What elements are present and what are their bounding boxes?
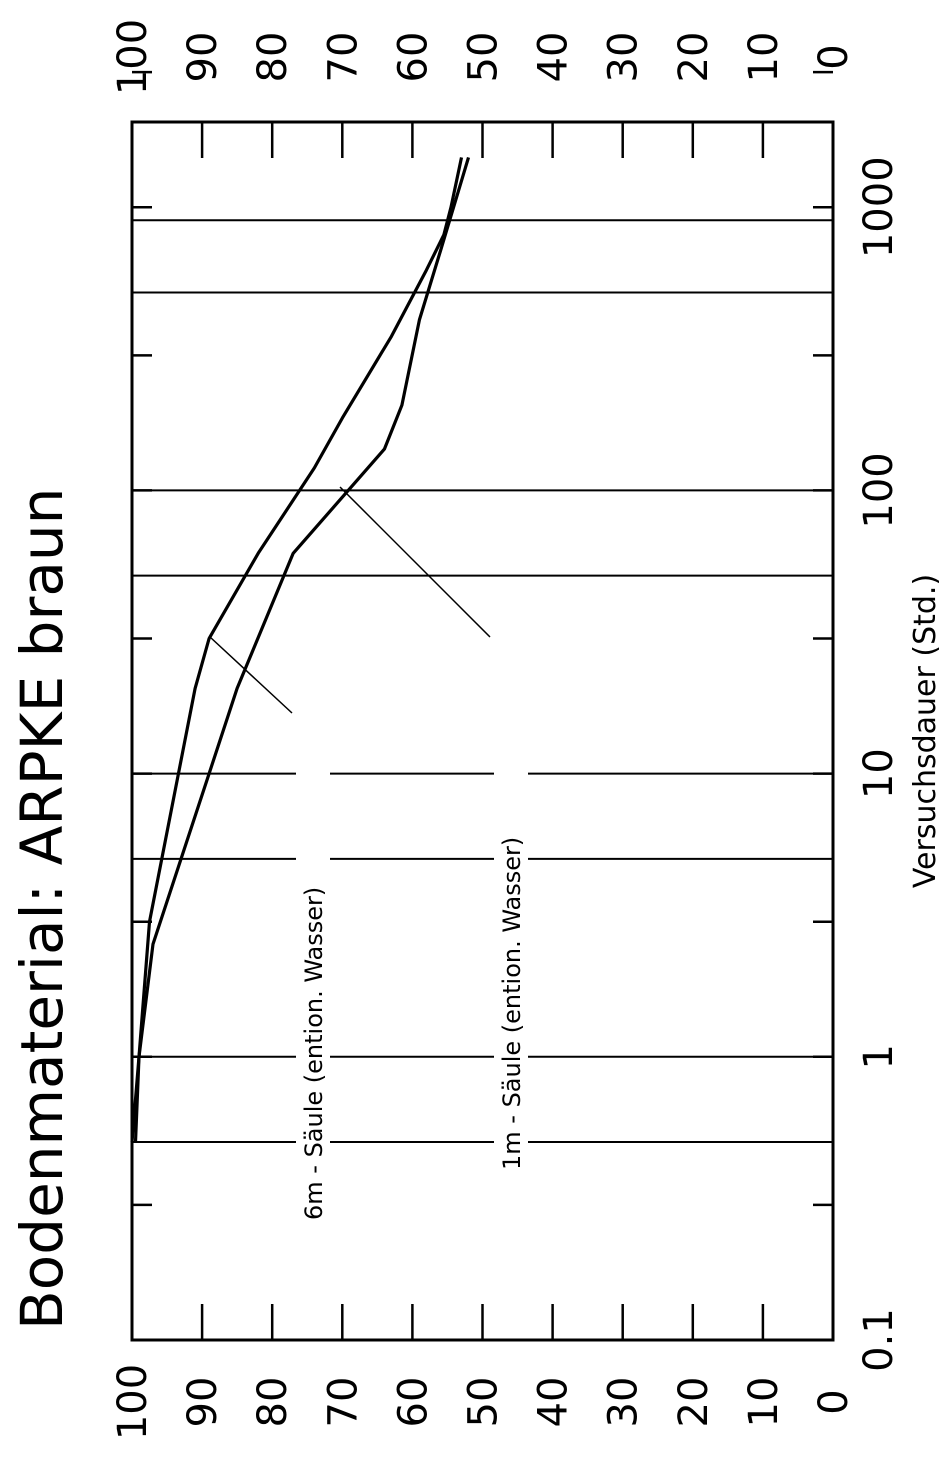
- x-tick-label: 10: [856, 748, 902, 799]
- y-tick-label-bottom: 60: [390, 1377, 436, 1428]
- y-tick-label-bottom: 20: [671, 1377, 717, 1428]
- y-tick-label-top: 20: [671, 32, 717, 83]
- series-lines: [130, 156, 471, 1143]
- y-tick-label-bottom: 40: [531, 1377, 577, 1428]
- axis-ticks: [130, 70, 835, 1342]
- annotation-leader-2: [339, 486, 491, 638]
- annotations: 6m - Säule (ention. Wasser) 1m - Säule (e…: [209, 486, 528, 1230]
- annotation-backdrop-2: [494, 715, 528, 1180]
- x-tick-label: 0.1: [856, 1308, 902, 1372]
- y-tick-label-top: 40: [531, 32, 577, 83]
- y-tick-label-top: 50: [461, 32, 507, 83]
- series-line-2: [130, 156, 471, 1143]
- annotation-label-1: 6m - Säule (ention. Wasser): [300, 887, 328, 1220]
- annotation-backdrop-1: [296, 715, 330, 1230]
- y-tick-label-top: 80: [250, 32, 296, 83]
- y-tick-label-top: 10: [741, 32, 787, 83]
- y-tick-label-bottom: 0: [811, 1389, 857, 1414]
- y-tick-label-bottom: 100: [110, 1364, 156, 1440]
- chart-title: Bodenmaterial: ARPKE braun: [8, 488, 76, 1330]
- y-tick-label-bottom: 10: [741, 1377, 787, 1428]
- y-tick-label-top: 60: [390, 32, 436, 83]
- y-tick-label-bottom: 70: [320, 1377, 366, 1428]
- annotation-leader-1: [209, 636, 293, 714]
- y-tick-label-bottom: 90: [180, 1377, 226, 1428]
- y-tick-label-bottom: 80: [250, 1377, 296, 1428]
- plot-frame: [130, 120, 835, 1342]
- x-tick-label: 1: [856, 1044, 902, 1069]
- y-tick-label-bottom: 30: [601, 1377, 647, 1428]
- x-tick-label: 100: [856, 452, 902, 528]
- y-tick-label-top: 90: [180, 32, 226, 83]
- y-tick-label-top: 70: [320, 32, 366, 83]
- reference-lines: [132, 219, 833, 1144]
- x-tick-label: 1000: [856, 156, 902, 258]
- y-tick-label-top: 0: [811, 44, 857, 69]
- y-tick-label-bottom: 50: [461, 1377, 507, 1428]
- y-tick-label-top: 30: [601, 32, 647, 83]
- y-tick-label-top: 100: [110, 19, 156, 95]
- x-axis-label: Versuchsdauer (Std.): [908, 574, 943, 888]
- annotation-label-2: 1m - Säule (ention. Wasser): [498, 837, 526, 1170]
- tick-labels: 1001009090808070706060505040403030202010…: [110, 19, 902, 1440]
